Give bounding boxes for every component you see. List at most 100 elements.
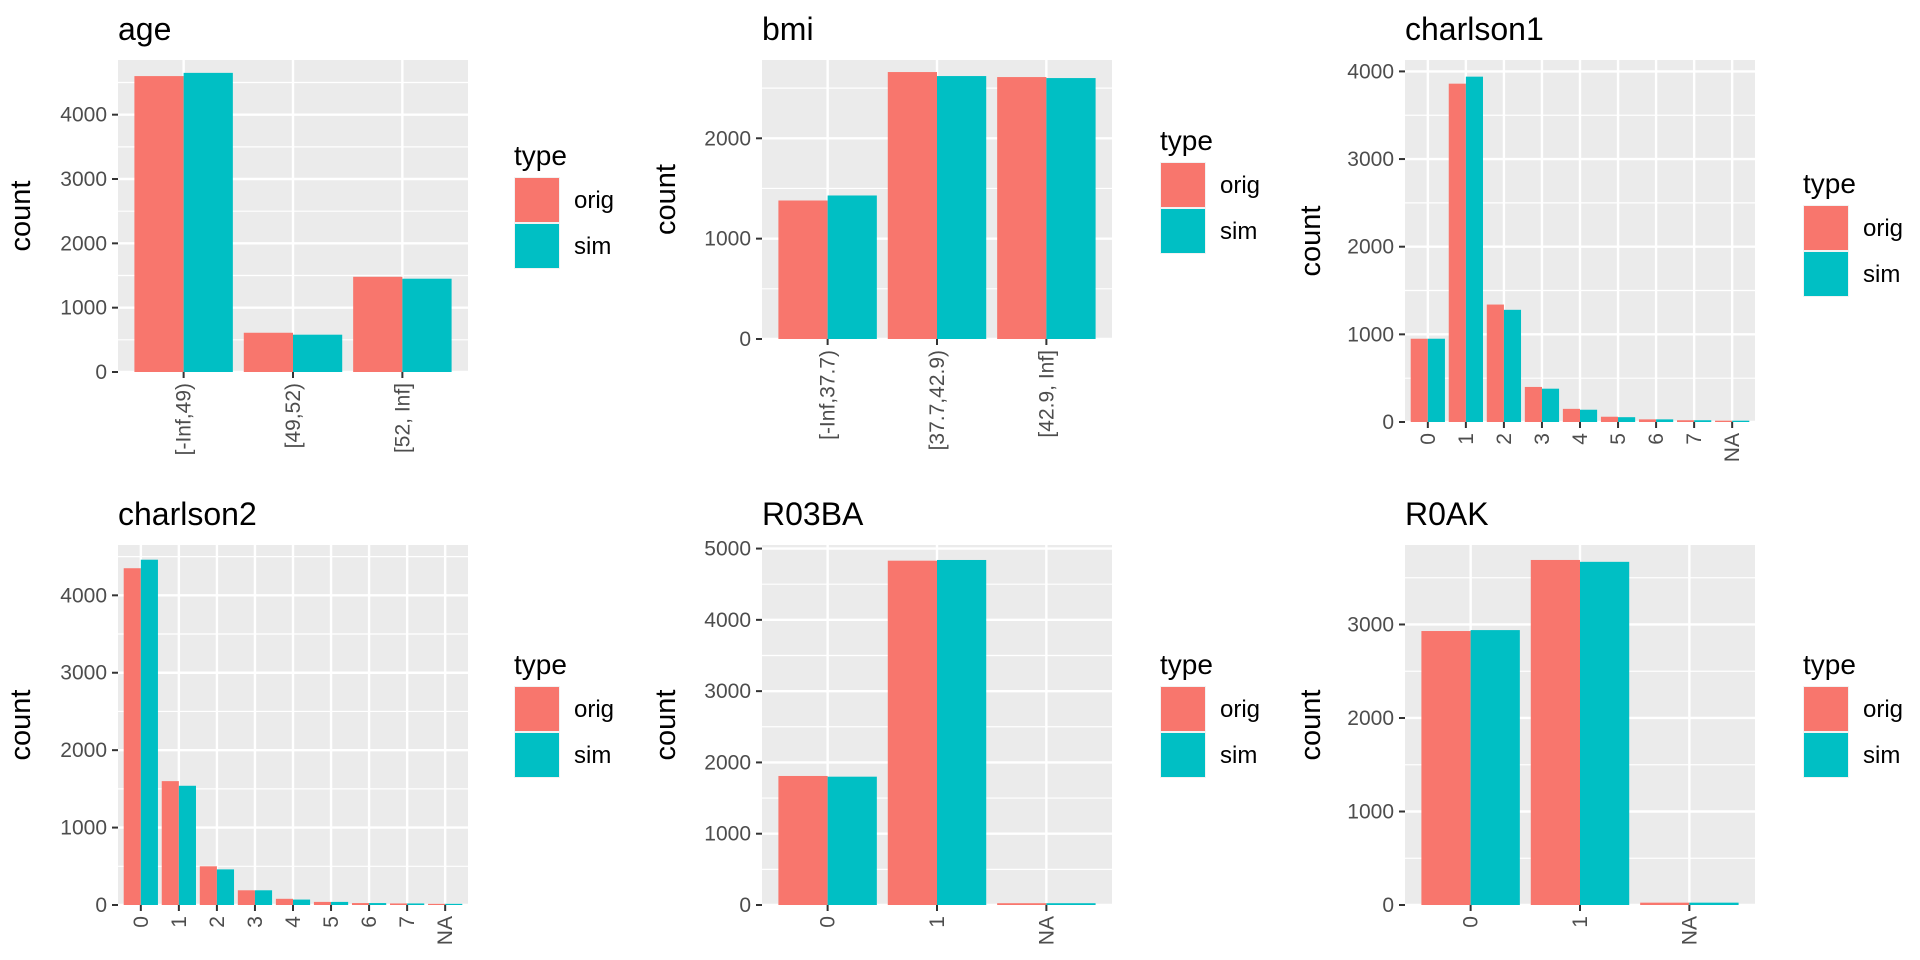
legend-label-sim: sim [574, 233, 611, 260]
x-tick-label: [-Inf,49) [173, 383, 196, 455]
legend: type orig sim [1160, 649, 1260, 778]
y-tick-label: 2000 [1347, 236, 1394, 259]
legend: type orig sim [514, 649, 614, 778]
legend: type orig sim [1803, 168, 1903, 297]
y-axis-label: count [650, 690, 682, 761]
bar-sim-1 [1580, 561, 1630, 905]
y-tick-label: 2000 [704, 127, 751, 150]
bar-sim-3 [1541, 388, 1560, 422]
x-tick-label: 0 [130, 916, 153, 928]
bar-orig-[42.9, Inf] [997, 77, 1047, 339]
y-tick-label: 3000 [1347, 613, 1394, 636]
legend: type orig sim [1160, 125, 1260, 254]
facet-panel-bmi: 0 1000 2000 [-Inf,37.7) [37.7,42.9) [42.9, In… [650, 11, 1260, 450]
legend-label-orig: orig [1863, 696, 1903, 723]
bar-orig-0 [1410, 338, 1428, 422]
facet-panel-charlson1: 0 1000 2000 3000 4000 0 1 2 3 4 5 6 7 NA charlson1 coun… [1295, 11, 1903, 462]
bar-sim-5 [1618, 417, 1636, 422]
bar-sim-[-Inf,37.7) [827, 195, 877, 339]
bar-orig-[52, Inf] [353, 276, 403, 372]
x-tick-label: [42.9, Inf] [1035, 350, 1058, 438]
bar-orig-1 [1448, 83, 1466, 422]
bar-orig-2 [199, 866, 217, 905]
bar-sim-[37.7,42.9) [937, 76, 987, 339]
legend-label-sim: sim [1863, 261, 1900, 288]
bar-orig-2 [1486, 304, 1504, 422]
bar-orig-5 [1600, 416, 1619, 422]
y-axis-label: count [5, 181, 37, 252]
y-tick-label: 4000 [60, 104, 107, 127]
y-tick-label: 3000 [60, 168, 107, 191]
bar-orig-3 [237, 890, 255, 905]
y-tick-label: 0 [739, 894, 751, 917]
facet-panel-charlson2: 0 1000 2000 3000 4000 0 1 2 3 4 5 6 7 NA charlson2 coun… [5, 496, 614, 945]
panel-title: charlson2 [118, 496, 257, 532]
legend-title: type [1160, 125, 1213, 156]
y-tick-label: 2000 [704, 751, 751, 774]
bar-sim-NA [1046, 903, 1096, 905]
legend-label-sim: sim [1220, 218, 1257, 245]
x-tick-label: 5 [1607, 433, 1630, 445]
x-tick-label: 7 [396, 916, 419, 928]
x-tick-label: 2 [206, 916, 229, 928]
legend-label-sim: sim [1863, 742, 1900, 769]
legend-swatch-sim [1804, 252, 1848, 296]
legend-title: type [514, 140, 567, 171]
x-tick-label: 3 [244, 916, 267, 928]
panel-title: charlson1 [1405, 11, 1544, 47]
bar-sim-4 [293, 899, 311, 905]
legend-label-orig: orig [1220, 172, 1260, 199]
x-tick-label: 6 [1645, 433, 1668, 445]
facet-panel-R03BA: 0 1000 2000 3000 4000 5000 0 1 NA R03BA count typeo… [650, 496, 1260, 945]
x-tick-label: [-Inf,37.7) [817, 350, 840, 440]
bar-orig-5 [313, 901, 332, 905]
y-tick-label: 0 [95, 894, 107, 917]
bar-orig-6 [351, 903, 370, 905]
bar-orig-4 [275, 898, 293, 905]
bar-orig-NA [428, 903, 446, 905]
bar-sim-1 [1465, 76, 1483, 423]
legend-swatch-orig [515, 687, 559, 731]
bar-orig-3 [1524, 386, 1542, 422]
bar-sim-[-Inf,49) [183, 72, 233, 373]
bar-sim-[42.9, Inf] [1046, 78, 1096, 339]
bar-sim-0 [140, 559, 158, 905]
bar-sim-6 [369, 903, 387, 905]
x-tick-label: 5 [320, 916, 343, 928]
bar-sim-[52, Inf] [402, 278, 452, 372]
x-tick-label: 4 [282, 916, 305, 928]
bar-sim-1 [937, 559, 987, 905]
panel-title: bmi [762, 11, 814, 47]
y-tick-label: 4000 [1347, 60, 1394, 83]
x-tick-label: 0 [1417, 433, 1440, 445]
legend-swatch-orig [1804, 206, 1848, 250]
x-tick-label: 3 [1531, 433, 1554, 445]
y-axis-label: count [650, 164, 682, 235]
bar-orig-[-Inf,37.7) [778, 200, 828, 339]
legend-label-orig: orig [574, 696, 614, 723]
bar-orig-NA [1640, 902, 1690, 905]
bar-orig-6 [1638, 419, 1657, 422]
x-tick-label: 2 [1493, 433, 1516, 445]
bar-orig-7 [390, 903, 408, 905]
y-tick-label: 2000 [60, 232, 107, 255]
x-tick-label: NA [1678, 916, 1701, 945]
panel-title: R0AK [1405, 496, 1489, 532]
panel-title: R03BA [762, 496, 864, 532]
y-tick-label: 4000 [60, 584, 107, 607]
x-tick-label: NA [1721, 433, 1744, 462]
x-tick-label: [37.7,42.9) [926, 350, 949, 450]
x-tick-label: NA [1035, 916, 1058, 945]
bar-orig-1 [161, 781, 179, 905]
legend-title: type [1803, 649, 1856, 680]
y-tick-label: 0 [1382, 411, 1394, 434]
legend-swatch-orig [1804, 687, 1848, 731]
legend: type orig sim [514, 140, 614, 269]
y-axis-label: count [1295, 690, 1327, 761]
legend-swatch-sim [515, 224, 559, 268]
y-tick-label: 3000 [1347, 148, 1394, 171]
bar-orig-1 [1530, 559, 1580, 905]
bar-sim-0 [827, 776, 877, 905]
bar-sim-6 [1656, 419, 1674, 422]
